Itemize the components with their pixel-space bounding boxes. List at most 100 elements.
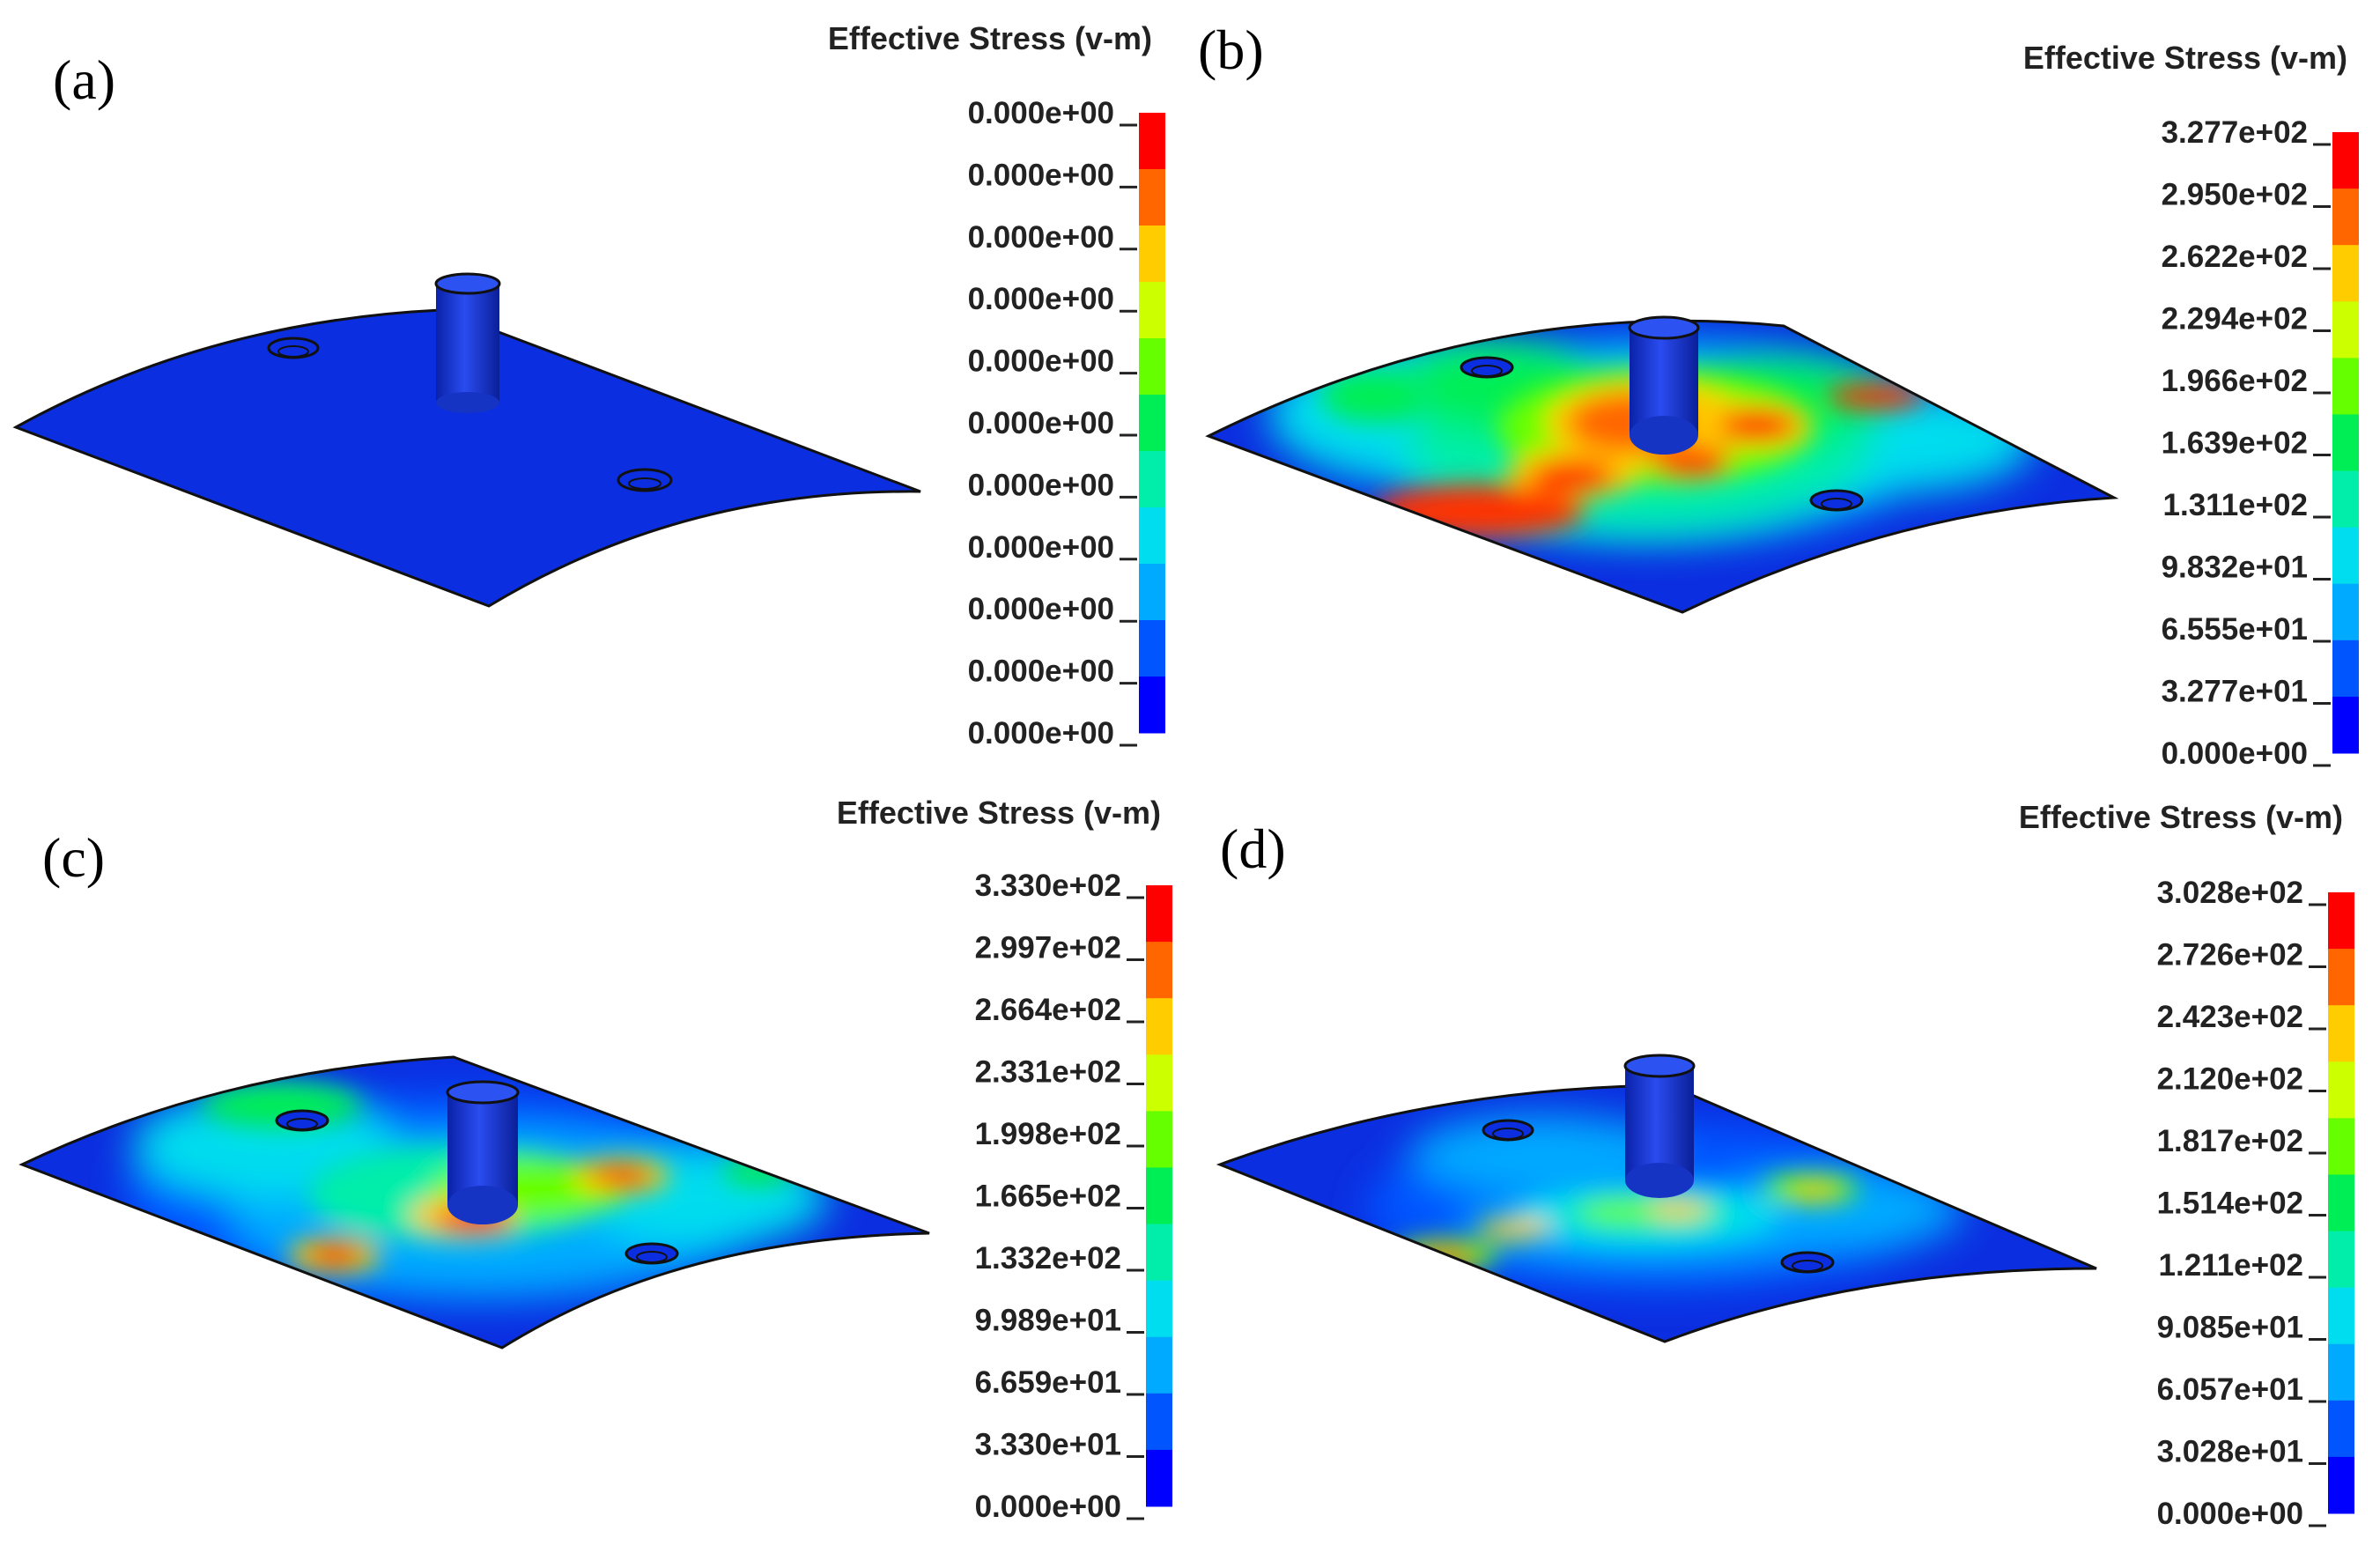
legend-tick-label: 1.817e+02 xyxy=(2157,1124,2303,1158)
colorbar-segment xyxy=(2332,470,2359,529)
legend-tick-label: 3.028e+02 xyxy=(2157,876,2303,910)
legend-tick-label: 1.211e+02 xyxy=(2159,1248,2304,1283)
colorbar-segment xyxy=(2328,1118,2354,1175)
panel-c: (c) xyxy=(18,826,930,1350)
legend-tick-label: 2.423e+02 xyxy=(2157,1000,2303,1034)
bolt-hole xyxy=(275,1109,329,1132)
colorbar-segment xyxy=(1146,1449,1172,1507)
colorbar-segment xyxy=(2332,245,2359,302)
colorbar-segment xyxy=(1139,564,1165,621)
legend-tick-label: 0.000e+00 xyxy=(968,282,1114,316)
colorbar-segment xyxy=(2332,358,2359,415)
legend-tick-label: 0.000e+00 xyxy=(968,406,1114,440)
colorbar-segment xyxy=(1139,113,1165,170)
legend-tick-label: 3.330e+01 xyxy=(975,1428,1121,1462)
colorbar-segment xyxy=(1146,1336,1172,1394)
colorbar-segment xyxy=(1146,942,1172,999)
colorbar-segment xyxy=(2328,1456,2354,1514)
colorbar-segment xyxy=(2328,1287,2354,1345)
punch-cylinder-d xyxy=(1623,1054,1696,1198)
colorbar-segment xyxy=(1146,1054,1172,1112)
plate-edge-d xyxy=(1216,1083,2097,1343)
legend-tick-label: 0.000e+00 xyxy=(968,654,1114,689)
legend-tick-label: 6.555e+01 xyxy=(2162,612,2308,647)
legend-tick-label: 0.000e+00 xyxy=(968,716,1114,751)
legend-tick-label: 2.726e+02 xyxy=(2157,938,2303,972)
panel-label-b: (b) xyxy=(1198,18,1264,81)
legend-tick-label: 0.000e+00 xyxy=(975,1490,1121,1524)
colorbar-segment xyxy=(2332,583,2359,641)
legend-tick-label: 3.277e+01 xyxy=(2162,675,2308,709)
punch-cylinder-b xyxy=(1628,315,1700,455)
legend-tick-label: 6.057e+01 xyxy=(2157,1372,2303,1407)
legend-tick-label: 2.294e+02 xyxy=(2162,302,2308,336)
colorbar-segment xyxy=(2332,132,2359,189)
legend-tick-label: 0.000e+00 xyxy=(2157,1497,2303,1531)
legend-tick-label: 6.659e+01 xyxy=(975,1365,1121,1400)
colorbar-legend: Effective Stress (v-m) 3.330e+02 2.997e+02… xyxy=(837,795,1172,1524)
legend-tick-label: 1.311e+02 xyxy=(2163,488,2309,522)
panel-b: (b) xyxy=(1198,18,2119,614)
legend-tick-label: 2.331e+02 xyxy=(975,1055,1121,1090)
bolt-hole xyxy=(1780,1251,1835,1274)
legend-tick-label: 0.000e+00 xyxy=(968,96,1114,130)
colorbar-segment xyxy=(2328,892,2354,950)
panel-label-d: (d) xyxy=(1220,817,1286,880)
colorbar-segment xyxy=(1139,620,1165,677)
legend-tick-label: 1.966e+02 xyxy=(2162,364,2308,398)
colorbar-segment xyxy=(2328,1174,2354,1232)
legend-tick-label: 2.997e+02 xyxy=(975,931,1121,965)
legend-tick-label: 0.000e+00 xyxy=(968,344,1114,379)
plate-surface-a xyxy=(16,310,920,606)
colorbar-segment xyxy=(1146,1280,1172,1338)
colorbar-segment xyxy=(2332,640,2359,698)
colorbar-segment xyxy=(1139,226,1165,283)
legend-title: Effective Stress (v-m) xyxy=(2019,799,2343,835)
bolt-hole xyxy=(267,336,320,359)
colorbar-segment xyxy=(1139,451,1165,508)
bolt-hole xyxy=(1809,489,1864,512)
colorbar-segment xyxy=(1146,1224,1172,1282)
colorbar-segment xyxy=(1146,1111,1172,1168)
colorbar-segment xyxy=(1139,395,1165,452)
colorbar-segment xyxy=(2332,696,2359,754)
colorbar-segment xyxy=(2332,414,2359,472)
plate-edge-c xyxy=(18,1055,930,1350)
bolt-hole xyxy=(617,468,673,492)
panel-label-a: (a) xyxy=(53,48,115,111)
legend-tick-label: 0.000e+00 xyxy=(968,530,1114,565)
punch-cylinder-c xyxy=(446,1080,520,1224)
legend-tick-label: 0.000e+00 xyxy=(2162,736,2308,771)
colorbar-segment xyxy=(2328,1400,2354,1458)
bolt-hole xyxy=(1460,356,1514,379)
colorbar-segment xyxy=(1139,507,1165,565)
colorbar-segment xyxy=(2328,1343,2354,1401)
legend-title: Effective Stress (v-m) xyxy=(2023,40,2347,76)
legend-tick-label: 0.000e+00 xyxy=(968,220,1114,255)
legend-tick-label: 9.085e+01 xyxy=(2157,1311,2303,1345)
colorbar-segment xyxy=(1139,169,1165,226)
legend-tick-label: 3.277e+02 xyxy=(2162,115,2308,150)
stress-contour-d xyxy=(1220,1085,2096,1342)
panel-label-c: (c) xyxy=(42,826,105,889)
legend-title: Effective Stress (v-m) xyxy=(837,795,1161,831)
panel-a: (a) xyxy=(12,48,921,608)
punch-cylinder-a xyxy=(434,272,501,413)
colorbar-segment xyxy=(2332,301,2359,359)
legend-tick-label: 1.332e+02 xyxy=(975,1241,1121,1276)
panel-d: (d) xyxy=(1216,817,2097,1343)
colorbar-legend: Effective Stress (v-m) 0.000e+00 0.000e+00… xyxy=(828,20,1165,751)
legend-tick-label: 3.330e+02 xyxy=(975,869,1121,903)
legends: Effective Stress (v-m) 0.000e+00 0.000e+00… xyxy=(828,20,2359,1531)
legend-tick-label: 9.989e+01 xyxy=(975,1304,1121,1338)
legend-tick-label: 2.950e+02 xyxy=(2162,178,2308,212)
legend-tick-label: 1.514e+02 xyxy=(2157,1187,2303,1221)
colorbar-legend: Effective Stress (v-m) 3.277e+02 2.950e+02… xyxy=(2023,40,2359,771)
plate-edge-a xyxy=(12,308,921,608)
legend-tick-label: 3.028e+01 xyxy=(2157,1435,2303,1469)
colorbar-segment xyxy=(2328,1231,2354,1289)
colorbar-segment xyxy=(2332,527,2359,585)
legend-tick-label: 2.664e+02 xyxy=(975,993,1121,1027)
colorbar-segment xyxy=(1146,1393,1172,1451)
legend-tick-label: 1.639e+02 xyxy=(2162,426,2308,461)
